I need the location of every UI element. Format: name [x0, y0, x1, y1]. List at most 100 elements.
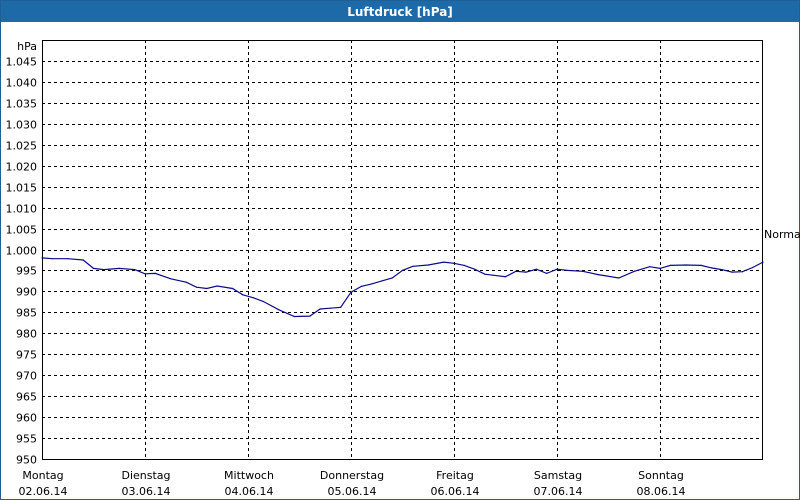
x-tick-date: 07.06.14 — [534, 485, 583, 498]
pressure-data-point — [649, 266, 651, 268]
pressure-data-point — [232, 287, 234, 290]
pressure-data-point — [329, 307, 331, 309]
pressure-data-point — [144, 273, 146, 275]
y-tick-label: 1.020 — [6, 161, 38, 174]
pressure-data-point — [741, 271, 744, 273]
y-axis-label: hPa — [17, 40, 37, 53]
pressure-data-point — [170, 278, 172, 280]
pressure-data-point — [412, 265, 414, 267]
y-tick-label: 975 — [16, 349, 37, 362]
pressure-data-point — [216, 285, 218, 287]
pressure-data-point — [242, 294, 244, 296]
pressure-data-point — [752, 266, 754, 269]
x-tick-day: Donnerstag — [320, 469, 384, 482]
pressure-data-point — [360, 285, 362, 287]
pressure-data-point — [252, 297, 254, 299]
y-tick-label: 1.030 — [6, 119, 38, 132]
y-tick-label: 955 — [16, 433, 37, 446]
pressure-data-point — [427, 264, 429, 266]
pressure-data-point — [546, 272, 548, 274]
tick-labels: 950 955 960 965 970 975 980 985 990 995 1.000 1.005… — [6, 40, 800, 498]
pressure-data-point — [700, 264, 702, 266]
x-tick-date: 05.06.14 — [328, 485, 377, 498]
pressure-series-line — [41, 257, 764, 318]
pressure-data-point — [535, 268, 538, 270]
pressure-data-point — [484, 273, 486, 275]
y-tick-label: 965 — [16, 391, 37, 404]
pressure-data-point — [515, 270, 517, 272]
pressure-data-point — [597, 274, 599, 276]
y-tick-label: 990 — [16, 286, 37, 299]
pressure-data-point — [134, 269, 136, 271]
x-tick-day: Sonntag — [638, 469, 684, 482]
series — [41, 257, 764, 318]
pressure-data-point — [262, 300, 264, 303]
grid — [42, 40, 762, 459]
pressure-data-point — [82, 259, 84, 261]
pressure-data-point — [721, 269, 723, 271]
x-tick-day: Freitag — [436, 469, 474, 482]
x-tick-day: Dienstag — [121, 469, 170, 482]
pressure-data-point — [293, 315, 295, 318]
pressure-data-point — [566, 269, 568, 271]
pressure-data-point — [525, 271, 527, 273]
pressure-data-point — [710, 267, 713, 269]
chart-title: Luftdruck [hPa] — [1, 1, 799, 22]
pressure-data-point — [41, 257, 43, 259]
pressure-data-point — [51, 258, 53, 260]
pressure-data-point — [453, 262, 455, 264]
pressure-data-point — [685, 264, 687, 266]
pressure-data-point — [463, 264, 465, 266]
x-tick-date: 04.06.14 — [225, 485, 274, 498]
axes — [42, 40, 763, 460]
pressure-data-point — [443, 261, 445, 263]
y-tick-label: 960 — [16, 412, 37, 425]
y-tick-label: 1.010 — [6, 203, 38, 216]
pressure-data-point — [556, 268, 558, 270]
y-tick-label: 980 — [16, 328, 37, 341]
pressure-data-point — [309, 315, 311, 317]
pressure-data-point — [67, 258, 69, 260]
y-tick-label: 985 — [16, 307, 37, 320]
pressure-data-point — [669, 264, 671, 266]
plot-frame — [42, 40, 763, 460]
normal-reference-label: Normal — [764, 228, 800, 241]
x-tick-date: 03.06.14 — [122, 485, 171, 498]
pressure-data-point — [154, 272, 156, 274]
pressure-data-point — [474, 268, 476, 270]
y-tick-label: 995 — [16, 265, 37, 278]
x-tick-day: Samstag — [534, 469, 582, 482]
pressure-data-point — [206, 287, 208, 290]
x-tick-date: 08.06.14 — [637, 485, 686, 498]
pressure-data-point — [195, 286, 198, 288]
x-tick-date: 02.06.14 — [19, 485, 68, 498]
pressure-data-point — [391, 277, 393, 279]
pressure-data-point — [103, 269, 105, 271]
pressure-data-point — [504, 276, 507, 278]
pressure-data-point — [340, 306, 342, 308]
pressure-data-point — [92, 267, 95, 269]
x-tick-date: 06.06.14 — [431, 485, 480, 498]
pressure-data-point — [319, 308, 321, 310]
y-tick-label: 1.005 — [6, 224, 38, 237]
pressure-data-point — [185, 281, 187, 283]
pressure-data-point — [618, 277, 620, 279]
pressure-data-point — [659, 267, 661, 269]
pressure-data-point — [731, 271, 733, 273]
pressure-data-point — [762, 261, 764, 263]
y-tick-label: 1.035 — [6, 98, 38, 111]
y-tick-label: 1.045 — [6, 56, 38, 69]
pressure-data-point — [118, 267, 120, 269]
pressure-data-point — [350, 291, 352, 293]
pressure-data-point — [278, 309, 280, 311]
pressure-data-point — [371, 283, 373, 285]
y-tick-label: 970 — [16, 370, 37, 383]
pressure-data-point — [401, 269, 404, 271]
y-tick-label: 1.000 — [6, 245, 38, 258]
x-tick-day: Montag — [22, 469, 63, 482]
y-tick-label: 1.015 — [6, 182, 38, 195]
pressure-data-point — [633, 270, 635, 272]
pressure-data-point — [381, 280, 383, 282]
pressure-data-point — [582, 270, 584, 272]
